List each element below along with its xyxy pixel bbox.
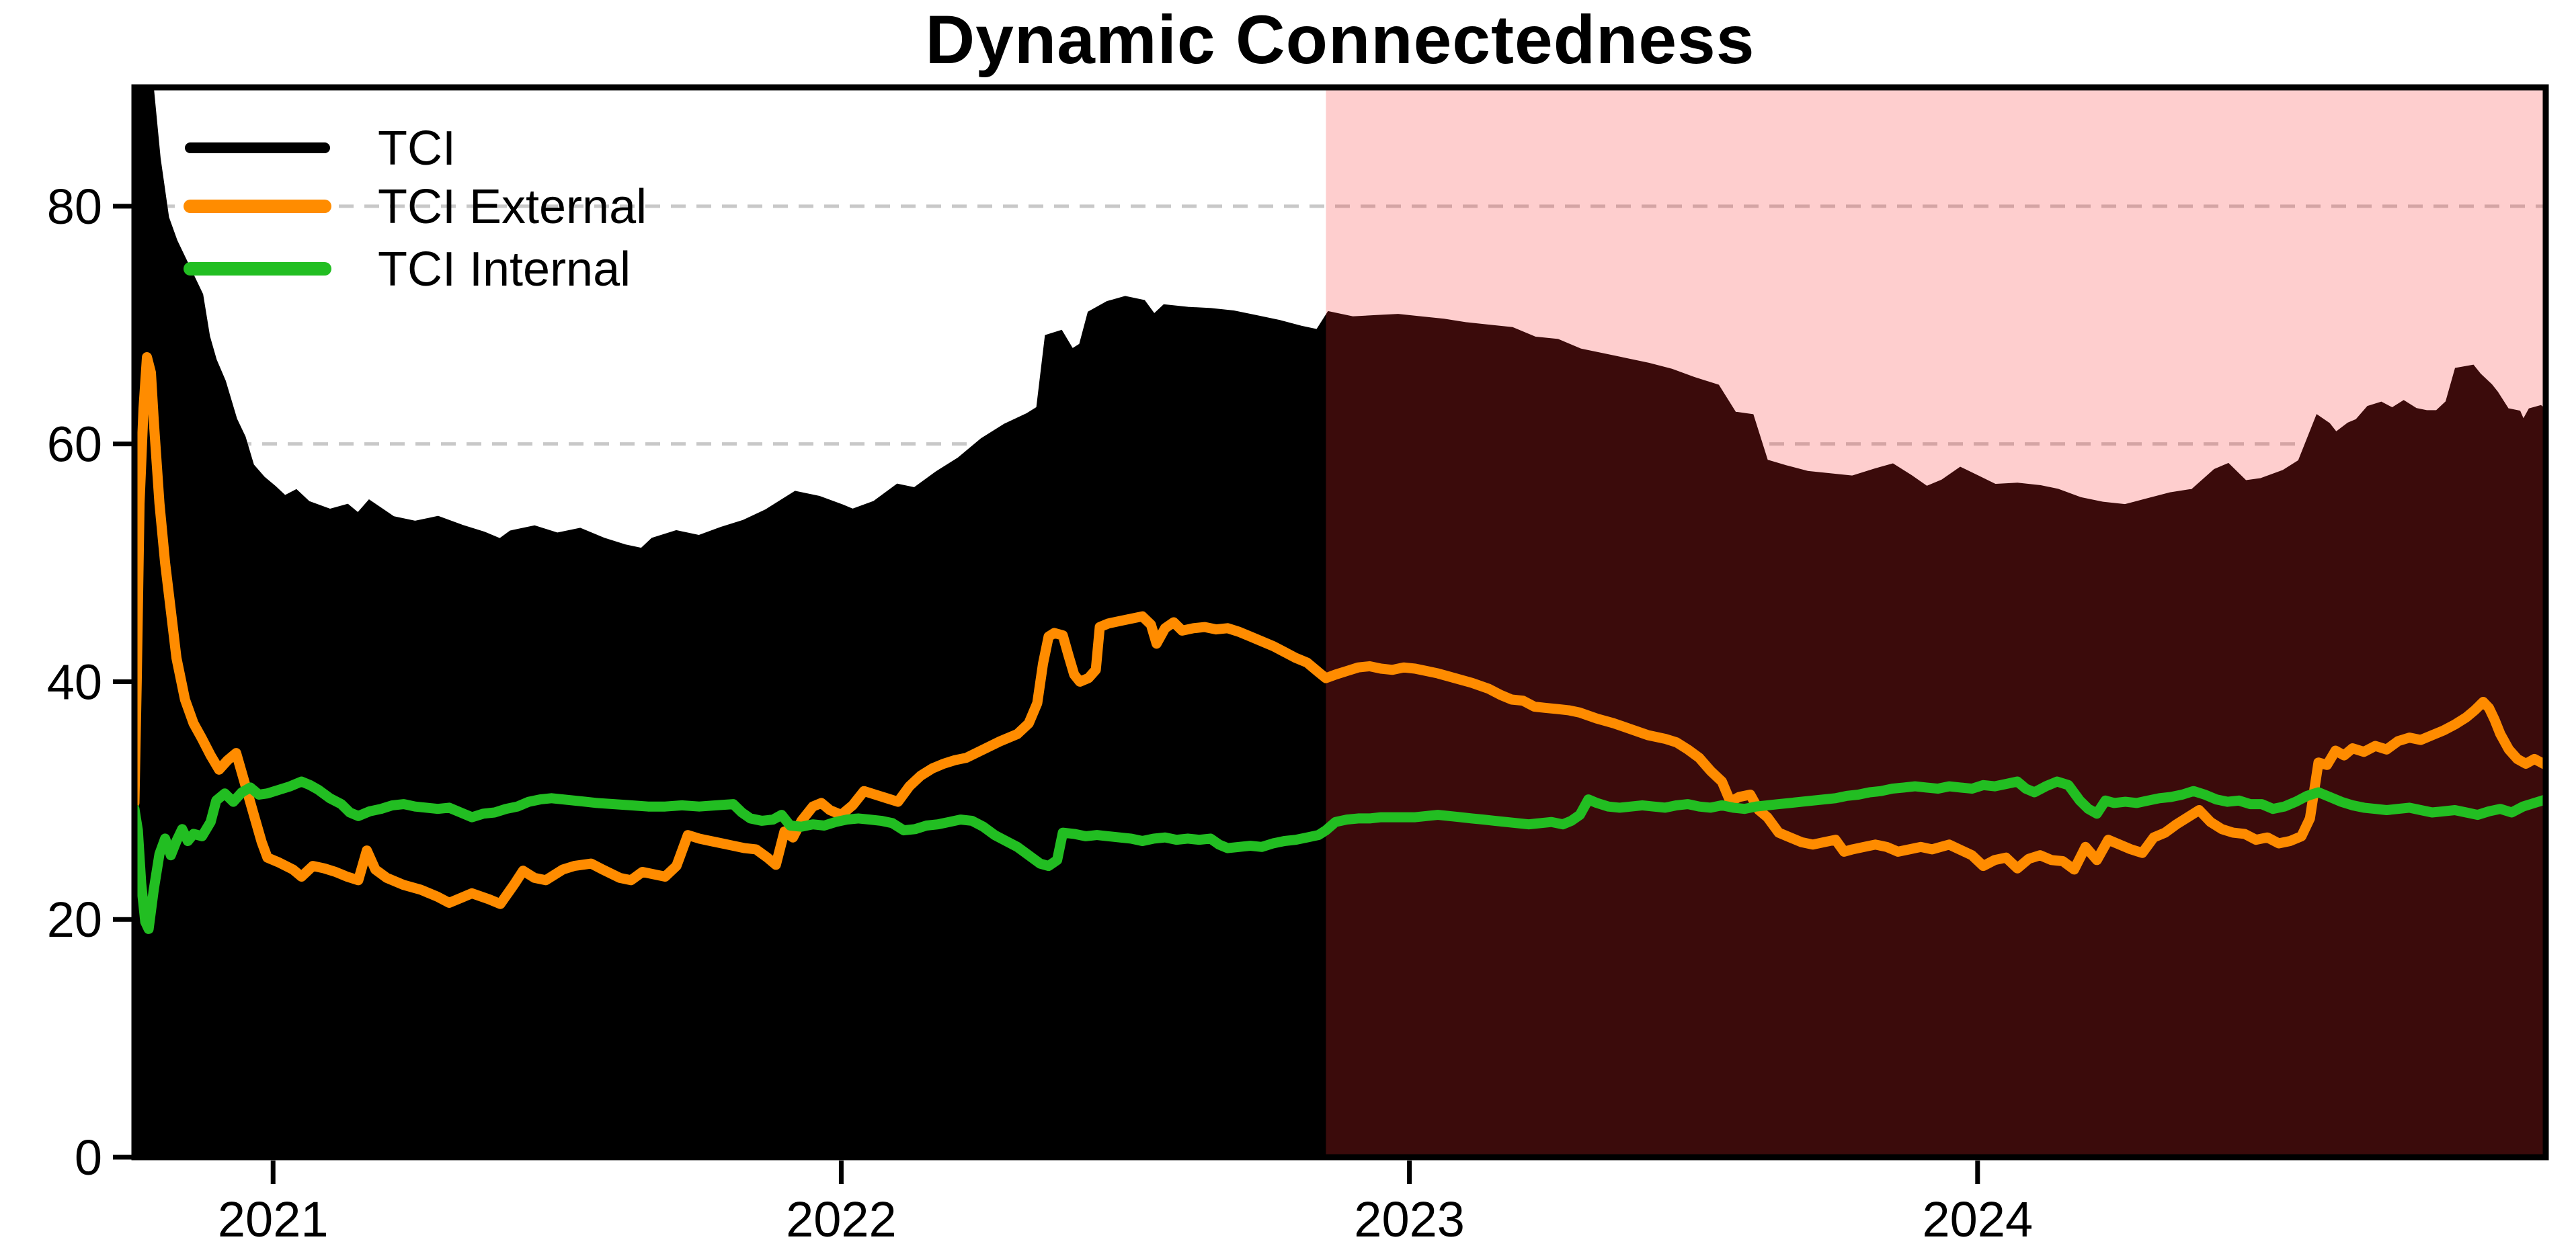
legend-label-tci-internal: TCI Internal bbox=[378, 243, 631, 296]
x-tick-label-2024: 2024 bbox=[1922, 1191, 2033, 1247]
legend-label-tci-external: TCI External bbox=[378, 180, 647, 234]
y-tick-label-0: 0 bbox=[75, 1130, 102, 1185]
shaded-band-layer bbox=[1326, 90, 2546, 1155]
tci-area-layer bbox=[134, 87, 2546, 1157]
y-tick-label-80: 80 bbox=[47, 179, 102, 235]
legend: TCI TCI External TCI Internal bbox=[184, 122, 647, 296]
y-tick-label-60: 60 bbox=[47, 417, 102, 472]
x-tick-label-2021: 2021 bbox=[218, 1191, 329, 1247]
axes-layer: 2021 2022 2023 2024 0 20 40 60 80 bbox=[47, 84, 2549, 1247]
tci-internal-line bbox=[134, 776, 2546, 934]
line-series-layer bbox=[134, 352, 2546, 934]
y-tick-label-40: 40 bbox=[47, 654, 102, 710]
forecast-shaded-region bbox=[1326, 90, 2546, 1155]
chart-title: Dynamic Connectedness bbox=[925, 1, 1755, 78]
legend-label-tci: TCI bbox=[378, 122, 456, 175]
x-tick-label-2023: 2023 bbox=[1354, 1191, 1465, 1247]
y-tick-label-20: 20 bbox=[47, 892, 102, 948]
tci-external-line bbox=[134, 352, 2546, 909]
x-tick-label-2022: 2022 bbox=[786, 1191, 897, 1247]
tci-area-series bbox=[134, 87, 2546, 1157]
plot-spines bbox=[131, 84, 2549, 1161]
